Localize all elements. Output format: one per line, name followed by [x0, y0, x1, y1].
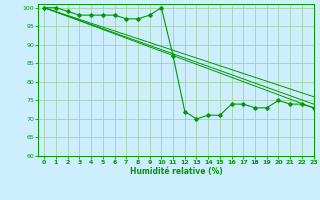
X-axis label: Humidité relative (%): Humidité relative (%) — [130, 167, 222, 176]
